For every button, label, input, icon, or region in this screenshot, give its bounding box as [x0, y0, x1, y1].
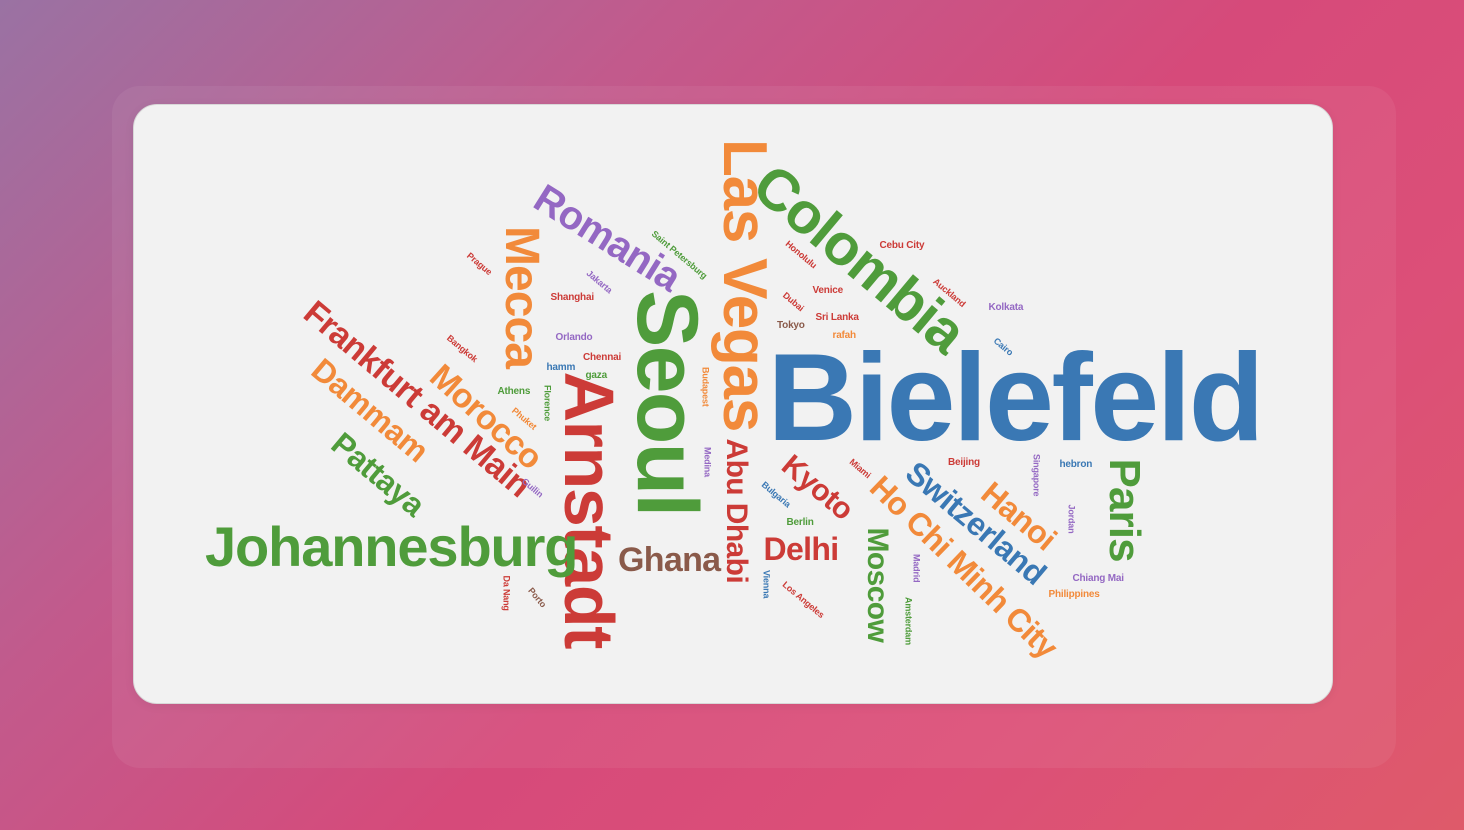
word-singapore: Singapore [1031, 454, 1042, 497]
word-venice: Venice [812, 285, 844, 296]
word-chiang-mai: Chiang Mai [1072, 573, 1125, 584]
word-amsterdam: Amsterdam [903, 597, 914, 645]
word-seoul: Seoul [619, 290, 715, 516]
word-hebron: hebron [1059, 459, 1093, 470]
word-tokyo: Tokyo [777, 320, 805, 331]
word-abu-dhabi: Abu Dhabi [720, 438, 753, 584]
word-athens: Athens [497, 386, 531, 397]
word-jordan: Jordan [1066, 504, 1077, 534]
word-chennai: Chennai [583, 352, 622, 363]
word-sri-lanka: Sri Lanka [815, 312, 859, 323]
word-arnstadt: Arnstadt [550, 371, 628, 649]
word-berlin: Berlin [786, 517, 814, 528]
word-delhi: Delhi [763, 531, 840, 567]
word-porto: Porto [526, 585, 549, 610]
word-cebu-city: Cebu City [879, 240, 925, 251]
word-los-angeles: Los Angeles [780, 579, 827, 620]
word-ghana: Ghana [618, 541, 721, 579]
word-dubai: Dubai [780, 290, 806, 314]
word-da-nang: Da Nang [501, 575, 512, 611]
word-florence: Florence [542, 385, 553, 422]
word-johannesburg: Johannesburg [205, 515, 579, 578]
word-orlando: Orlando [555, 332, 593, 343]
word-gaza: gaza [585, 370, 608, 381]
word-philippines: Philippines [1048, 589, 1100, 600]
word-mecca: Mecca [495, 226, 548, 368]
word-hamm: hamm [546, 362, 576, 373]
word-bielefeld: Bielefeld [767, 329, 1265, 467]
word-vienna: Vienna [761, 570, 772, 599]
word-paris: Paris [1100, 458, 1149, 562]
word-beijing: Beijing [948, 457, 980, 468]
word-bulgaria: Bulgaria [759, 479, 793, 510]
word-prague: Prague [464, 250, 494, 278]
word-cloud-card: Bielefeld Seoul Arnstadt Las Vegas Colom… [133, 104, 1333, 704]
word-rafah: rafah [832, 330, 857, 341]
word-kolkata: Kolkata [988, 302, 1024, 313]
word-madrid: Madrid [911, 554, 922, 583]
word-moscow: Moscow [861, 527, 894, 643]
word-medina: Medina [702, 447, 713, 477]
word-budapest: Budapest [700, 367, 711, 407]
word-shanghai: Shanghai [550, 292, 595, 303]
